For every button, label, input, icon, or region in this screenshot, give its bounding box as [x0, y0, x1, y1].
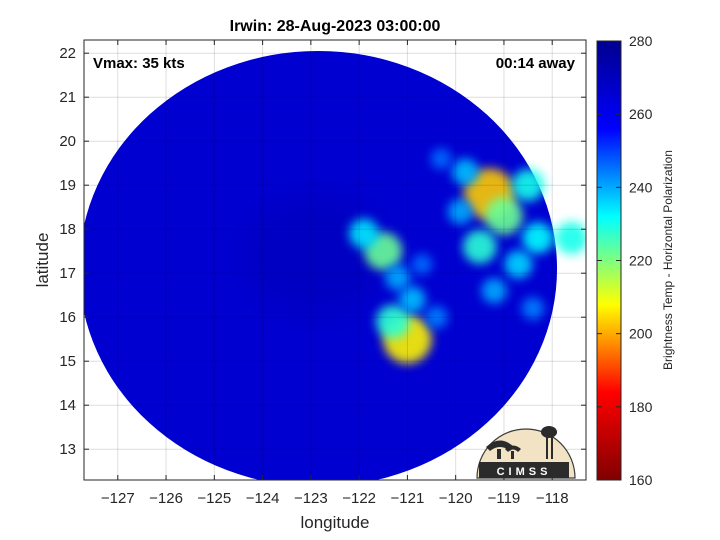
convective-cell — [430, 148, 452, 170]
convective-cell — [398, 286, 426, 313]
convective-cell — [385, 264, 411, 291]
y-tick-label: 22 — [59, 45, 76, 62]
convective-cell — [411, 253, 433, 275]
colorbar-tick-label: 240 — [629, 179, 653, 195]
plot-frame — [83, 39, 587, 481]
x-tick-label: −119 — [488, 490, 521, 507]
x-tick-label: −127 — [101, 490, 135, 507]
convective-cell — [555, 221, 586, 255]
colorbar-tick-label: 280 — [629, 33, 653, 49]
x-axis-label: longitude — [300, 513, 369, 532]
x-tick-label: −125 — [197, 490, 231, 507]
convective-cell — [484, 197, 523, 235]
y-tick-label: 20 — [59, 133, 76, 150]
convective-cell — [349, 218, 379, 249]
y-tick-label: 18 — [59, 221, 76, 238]
x-tick-label: −124 — [246, 490, 280, 507]
storm-core — [245, 195, 386, 316]
colorbar-tick-label: 200 — [629, 326, 653, 342]
x-tick-label: −126 — [149, 490, 183, 507]
colorbar-tick-label: 180 — [629, 399, 653, 415]
y-tick-label: 14 — [59, 397, 76, 414]
colorbar-tick-label: 260 — [629, 106, 653, 122]
x-tick-label: −123 — [294, 490, 328, 507]
x-tick-label: −120 — [439, 490, 473, 507]
y-tick-label: 16 — [59, 309, 76, 326]
y-tick-label: 17 — [59, 265, 76, 282]
chart-title: Irwin: 28-Aug-2023 03:00:00 — [230, 18, 441, 35]
cimss-logo-text: CIMSS — [497, 466, 552, 478]
swath-layer — [84, 51, 586, 480]
x-tick-label: −122 — [342, 490, 376, 507]
y-tick-label: 15 — [59, 353, 76, 370]
x-tick-label: −118 — [536, 490, 569, 507]
colorbar-tick-label: 220 — [629, 253, 653, 269]
convective-cell — [462, 229, 497, 264]
y-tick-label: 21 — [59, 89, 76, 106]
y-tick-label: 13 — [59, 441, 76, 458]
convective-cell — [521, 297, 545, 320]
convective-cell — [447, 198, 474, 225]
colorbar-label: Brightness Temp - Horizontal Polarizatio… — [661, 150, 675, 370]
time-away-annotation: 00:14 away — [496, 55, 576, 72]
y-tick-label: 19 — [59, 177, 76, 194]
convective-cell — [481, 278, 507, 304]
cimss-logo: CIMSS — [476, 426, 576, 479]
convective-cell — [511, 169, 545, 202]
x-axis: −127 −126 −125 −124 −123 −122 −121 −120 −119 −118 — [101, 40, 569, 507]
x-tick-label: −121 — [391, 490, 425, 507]
y-axis-label: latitude — [33, 233, 52, 288]
convective-cell — [425, 305, 448, 329]
convective-cell — [376, 304, 410, 339]
vmax-annotation: Vmax: 35 kts — [93, 55, 185, 72]
colorbar-ticks: 160 180 200 220 240 260 280 — [597, 33, 653, 488]
colorbar-tick-label: 160 — [629, 472, 653, 488]
convective-cell — [504, 250, 533, 279]
convective-cell — [451, 158, 479, 186]
convective-cell — [522, 222, 554, 254]
y-axis: 13 14 15 16 17 18 19 20 21 22 — [59, 45, 586, 458]
